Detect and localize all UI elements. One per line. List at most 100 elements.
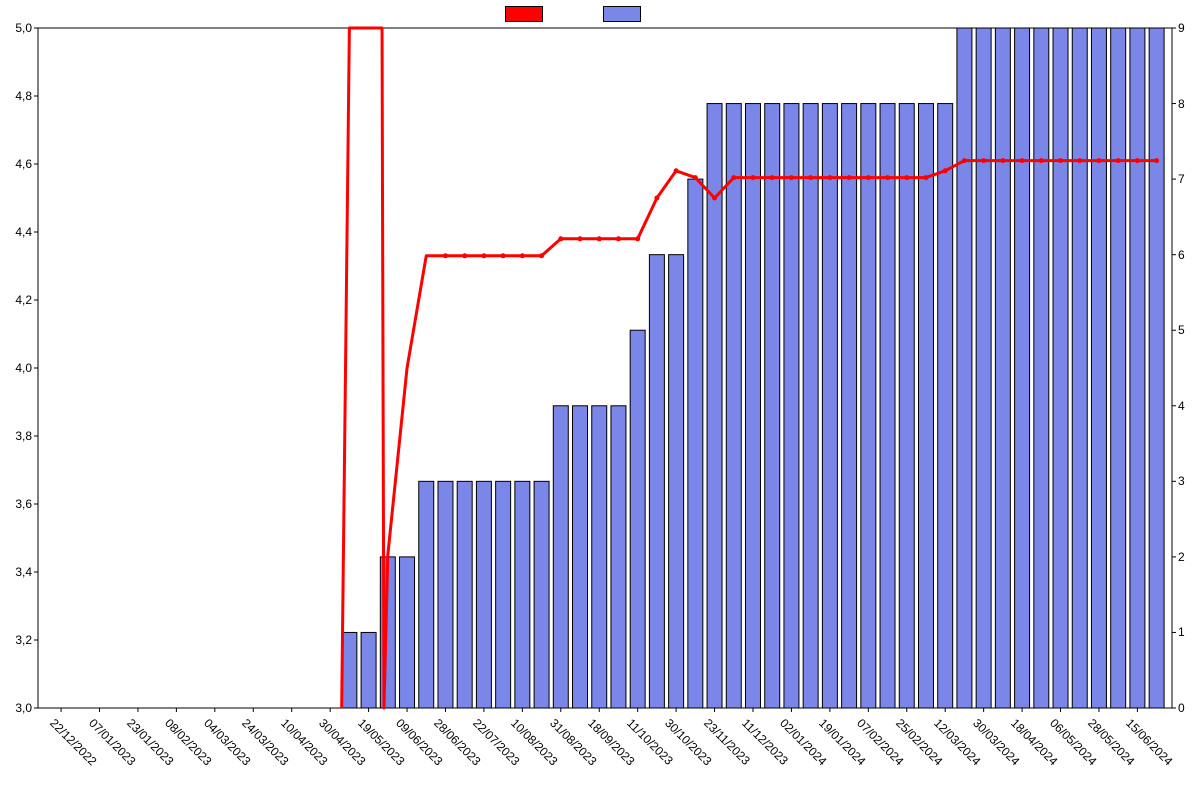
y-left-tick-label: 3,2	[15, 633, 32, 647]
line-marker	[1058, 158, 1063, 163]
bar	[918, 104, 933, 708]
bar	[534, 481, 549, 708]
line-marker	[731, 175, 736, 180]
line-marker	[1020, 158, 1025, 163]
y-left-tick-label: 3,8	[15, 429, 32, 443]
bar	[1053, 28, 1068, 708]
y-right-tick-label: 1	[1178, 625, 1185, 639]
y-right-tick-label: 3	[1178, 474, 1185, 488]
bar	[496, 481, 511, 708]
y-left-tick-label: 4,4	[15, 225, 32, 239]
y-left-tick-label: 4,6	[15, 157, 32, 171]
line-marker	[885, 175, 890, 180]
bar	[822, 104, 837, 708]
bar	[630, 330, 645, 708]
bar	[342, 632, 357, 708]
line-marker	[827, 175, 832, 180]
line-marker	[616, 236, 621, 241]
line-marker	[597, 236, 602, 241]
bar	[419, 481, 434, 708]
line-marker	[481, 253, 486, 258]
bar	[842, 104, 857, 708]
y-right-tick-label: 8	[1178, 97, 1185, 111]
y-left-tick-label: 4,2	[15, 293, 32, 307]
bar	[476, 481, 491, 708]
bar	[976, 28, 991, 708]
line-marker	[712, 196, 717, 201]
line-marker	[789, 175, 794, 180]
bar	[1130, 28, 1145, 708]
bar	[592, 406, 607, 708]
y-left-tick-label: 3,6	[15, 497, 32, 511]
bar	[880, 104, 895, 708]
bar	[1111, 28, 1126, 708]
bar	[649, 255, 664, 708]
line-marker	[904, 175, 909, 180]
y-left-tick-label: 3,4	[15, 565, 32, 579]
y-left-tick-label: 4,0	[15, 361, 32, 375]
chart-container: 3,03,23,43,63,84,04,24,44,64,85,00123456…	[0, 0, 1200, 800]
line-marker	[539, 253, 544, 258]
bar	[726, 104, 741, 708]
line-marker	[558, 236, 563, 241]
y-right-tick-label: 5	[1178, 323, 1185, 337]
bar	[861, 104, 876, 708]
bar	[361, 632, 376, 708]
line-marker	[923, 175, 928, 180]
y-right-tick-label: 7	[1178, 172, 1185, 186]
line-marker	[847, 175, 852, 180]
y-left-tick-label: 5,0	[15, 21, 32, 35]
line-marker	[866, 175, 871, 180]
line-marker	[674, 168, 679, 173]
y-right-tick-label: 2	[1178, 550, 1185, 564]
legend-swatch	[603, 6, 641, 22]
line-marker	[635, 236, 640, 241]
line-marker	[1154, 158, 1159, 163]
bar	[553, 406, 568, 708]
bar	[803, 104, 818, 708]
line-marker	[1077, 158, 1082, 163]
legend-swatch	[505, 6, 543, 22]
y-right-tick-label: 4	[1178, 399, 1185, 413]
y-right-tick-label: 0	[1178, 701, 1185, 715]
bar	[899, 104, 914, 708]
bar	[688, 179, 703, 708]
bar	[669, 255, 684, 708]
line-marker	[693, 175, 698, 180]
line-marker	[520, 253, 525, 258]
bar	[611, 406, 626, 708]
line-marker	[750, 175, 755, 180]
y-right-tick-label: 6	[1178, 248, 1185, 262]
line-marker	[501, 253, 506, 258]
line-marker	[943, 168, 948, 173]
bar	[457, 481, 472, 708]
line-marker	[443, 253, 448, 258]
bar	[573, 406, 588, 708]
line-marker	[981, 158, 986, 163]
bar	[438, 481, 453, 708]
line-marker	[808, 175, 813, 180]
bar	[1015, 28, 1030, 708]
line-marker	[1039, 158, 1044, 163]
line-marker	[1000, 158, 1005, 163]
line-marker	[462, 253, 467, 258]
y-right-tick-label: 9	[1178, 21, 1185, 35]
line-marker	[1116, 158, 1121, 163]
bar	[784, 104, 799, 708]
y-left-tick-label: 3,0	[15, 701, 32, 715]
bar	[746, 104, 761, 708]
line-marker	[578, 236, 583, 241]
bar	[1034, 28, 1049, 708]
bar	[938, 104, 953, 708]
bar	[957, 28, 972, 708]
chart-svg	[0, 0, 1200, 800]
bar	[1072, 28, 1087, 708]
bar	[515, 481, 530, 708]
line-marker	[962, 158, 967, 163]
line-marker	[770, 175, 775, 180]
bar	[995, 28, 1010, 708]
bar	[1091, 28, 1106, 708]
line-marker	[654, 196, 659, 201]
bar	[400, 557, 415, 708]
bar	[1149, 28, 1164, 708]
